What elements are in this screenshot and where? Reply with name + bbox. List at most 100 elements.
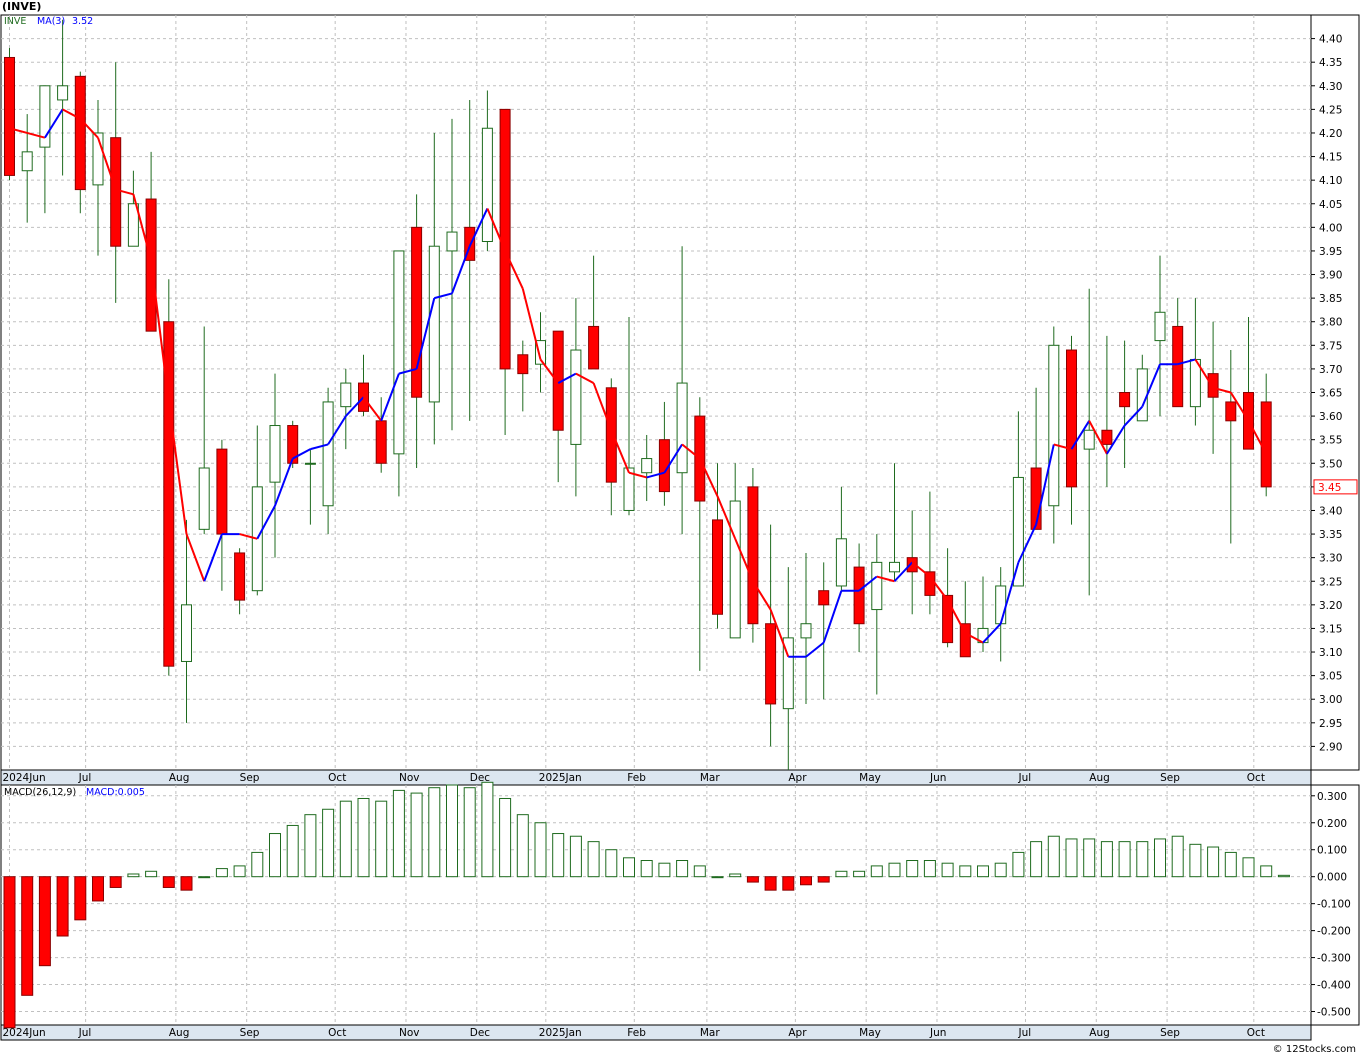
price-y-tick-label: 4.25 [1319, 104, 1342, 116]
candle [871, 534, 883, 695]
last-price-box [1313, 479, 1358, 495]
macd-y-tick-label: 0.100 [1317, 845, 1347, 857]
ma-line-segment [1194, 358, 1214, 389]
macd-bar-positive [1171, 835, 1184, 878]
price-x-tick-label: Jul [78, 772, 92, 784]
macd-bar-positive [1260, 865, 1273, 878]
candle [74, 71, 86, 214]
macd-bar-positive [693, 865, 706, 878]
macd-bar-positive [357, 797, 370, 878]
price-y-tick-label: 3.70 [1319, 364, 1342, 376]
ma-line-segment [681, 443, 701, 460]
price-x-tick-label: Apr [788, 772, 807, 784]
ma-line-segment [539, 358, 559, 384]
ma-line-segment [752, 580, 772, 611]
candle [765, 524, 777, 747]
macd-bar-positive [870, 865, 883, 878]
candle-body-down [765, 623, 777, 705]
candle-body-down [287, 425, 299, 464]
macd-bar-positive [1012, 851, 1025, 878]
macd-bar-positive [286, 824, 299, 878]
macd-y-tick-label: -0.100 [1317, 899, 1351, 911]
macd-bar-positive [923, 860, 936, 878]
macd-bar-positive [552, 833, 565, 878]
macd-bar-positive [1136, 841, 1149, 878]
candle [92, 99, 104, 256]
candle-body-up [57, 85, 69, 101]
price-y-tick-label: 2.95 [1319, 718, 1342, 730]
candle-body-down [818, 590, 830, 606]
candle-body-down [4, 56, 15, 176]
price-y-tick-label: 4.40 [1319, 34, 1342, 46]
candle [818, 562, 830, 700]
ma-line-segment [292, 448, 311, 460]
candle-body-up [269, 425, 281, 483]
macd-bar-positive [322, 808, 335, 878]
candle [712, 463, 723, 629]
candle [340, 368, 352, 450]
candle [676, 246, 688, 535]
price-x-tick-label: Sep [1160, 772, 1180, 784]
price-x-tick-label: Nov [399, 772, 420, 784]
macd-y-tick-label: -0.300 [1317, 953, 1351, 965]
macd-bar-positive [1118, 841, 1131, 878]
macd-bar-positive [269, 833, 281, 878]
macd-bar-positive [375, 800, 388, 878]
macd-x-tick-label: Jul [78, 1027, 92, 1039]
macd-x-tick-label: 2024Jun [3, 1027, 46, 1039]
macd-x-tick-label: Jun [929, 1027, 946, 1039]
candle [464, 99, 476, 421]
ma-line-segment [434, 292, 453, 300]
macd-bar-positive [127, 873, 140, 878]
candle [588, 255, 600, 370]
ma-line-segment [575, 372, 595, 384]
ma-line-segment [274, 458, 294, 507]
ma-line-segment [1070, 420, 1091, 450]
ma-line-segment [256, 505, 276, 540]
macd-y-tick-label: 0.000 [1317, 872, 1347, 884]
price-x-tick-label: Jun [929, 772, 946, 784]
macd-x-tick-label: Aug [169, 1027, 190, 1039]
ma-line-segment [610, 429, 630, 474]
price-x-tick-label: Sep [240, 772, 260, 784]
price-x-tick-label: Feb [627, 772, 646, 784]
price-x-tick-label: Oct [1247, 772, 1265, 784]
macd-x-tick-label: May [859, 1027, 881, 1039]
macd-bar-positive [888, 862, 901, 878]
macd-x-tick-label: Apr [788, 1027, 807, 1039]
ma-line-segment [79, 118, 99, 139]
ma-line-segment [1229, 391, 1250, 422]
ma-line-segment [451, 245, 471, 294]
candle-body-up [995, 585, 1007, 625]
macd-bar-negative [800, 876, 812, 886]
price-y-tick-label: 3.90 [1319, 270, 1342, 282]
macd-bar-positive [569, 835, 582, 878]
macd-bar-positive [853, 870, 866, 878]
candle [889, 463, 900, 582]
ma-line-segment [26, 132, 46, 139]
candle-body-up [198, 467, 210, 530]
candle-body-up [1083, 429, 1095, 450]
candle-body-down [517, 354, 529, 375]
candle [181, 519, 192, 723]
macd-bar-negative [21, 876, 34, 996]
price-x-tick-label: 2024Jun [3, 772, 46, 784]
candle-body-down [74, 75, 86, 191]
candle-body-down [605, 387, 617, 483]
candle-body-down [234, 552, 246, 601]
macd-bar-positive [499, 797, 512, 878]
ma-line-segment [858, 575, 878, 592]
price-y-tick-label: 3.25 [1319, 576, 1342, 588]
ma-line-segment [628, 471, 647, 479]
macd-bar-positive [428, 787, 441, 878]
ma-line-segment [44, 108, 64, 139]
price-y-tick-label: 4.10 [1319, 175, 1342, 187]
macd-bar-positive [959, 865, 972, 878]
candle-body-up [340, 382, 352, 408]
candle [517, 340, 529, 412]
ma-line-segment [1141, 363, 1161, 408]
candle-body-down [375, 420, 387, 464]
candle-body-up [782, 637, 794, 710]
ma-line-segment [646, 471, 665, 479]
price-y-tick-label: 2.90 [1319, 741, 1342, 753]
